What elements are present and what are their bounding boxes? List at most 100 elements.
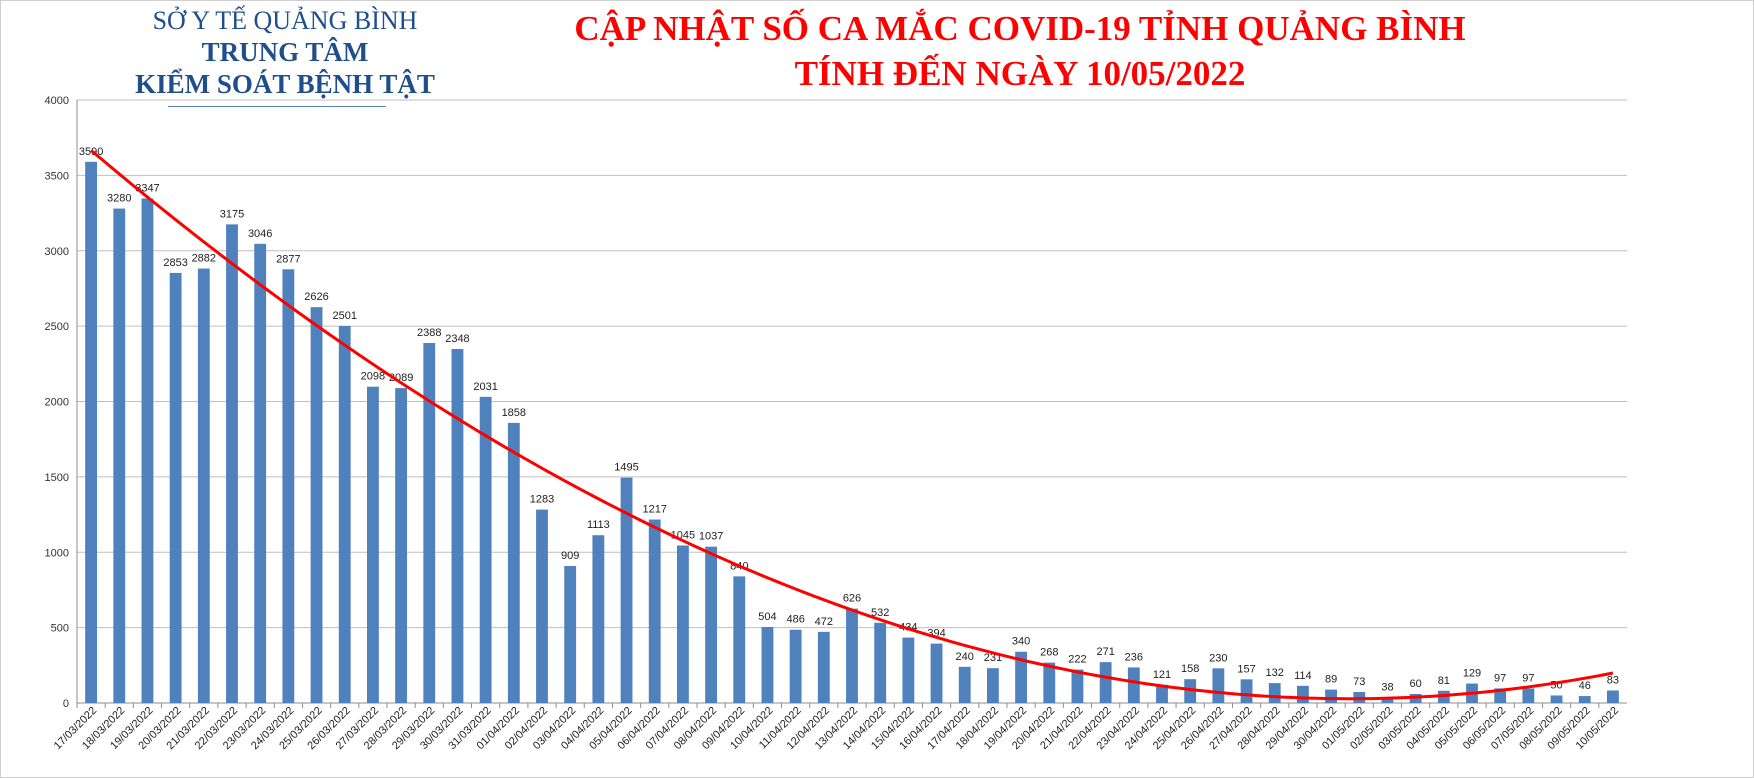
chart-title-line2: TÍNH ĐẾN NGÀY 10/05/2022	[794, 54, 1246, 93]
data-label: 472	[815, 616, 833, 628]
data-label: 1217	[642, 504, 666, 516]
bar	[930, 643, 943, 703]
data-label: 2031	[473, 381, 497, 393]
bar	[676, 545, 689, 703]
data-label: 1283	[530, 494, 554, 506]
bar	[226, 224, 238, 703]
y-tick-label: 3500	[45, 170, 69, 182]
bar	[479, 396, 492, 703]
bar	[874, 622, 887, 703]
data-label: 1113	[587, 519, 610, 531]
bar	[620, 477, 633, 703]
y-tick-label: 3000	[45, 246, 69, 258]
data-label: 3280	[107, 193, 131, 205]
data-label: 2098	[361, 371, 385, 383]
data-label: 97	[1522, 672, 1534, 684]
bar	[564, 565, 577, 703]
data-label: 504	[758, 611, 776, 623]
data-label: 157	[1237, 663, 1255, 675]
bar	[254, 243, 267, 704]
data-label: 60	[1410, 678, 1422, 690]
data-label: 97	[1494, 672, 1506, 684]
y-tick-label: 1000	[45, 547, 69, 559]
data-label: 46	[1579, 680, 1591, 692]
org-center: TRUNG TÂM	[201, 37, 369, 67]
bar	[197, 268, 210, 703]
bar	[1240, 679, 1253, 703]
data-label: 83	[1607, 674, 1619, 686]
data-label: 158	[1181, 663, 1199, 675]
bar	[1268, 683, 1281, 703]
bar	[1494, 688, 1507, 703]
bar	[282, 269, 295, 703]
y-tick-label: 0	[63, 698, 69, 710]
data-label: 114	[1294, 670, 1312, 682]
bar	[1156, 684, 1168, 703]
data-label: 121	[1153, 669, 1171, 681]
bar	[592, 535, 605, 703]
data-label: 3046	[248, 228, 272, 240]
data-label: 486	[786, 614, 804, 626]
bar	[958, 666, 971, 703]
bar	[113, 208, 126, 704]
data-label: 2853	[163, 257, 187, 269]
data-label: 240	[956, 651, 974, 663]
data-label: 3175	[220, 208, 244, 220]
org-underline	[168, 106, 386, 107]
bar	[986, 668, 999, 703]
bar	[902, 637, 915, 703]
bar	[423, 343, 436, 703]
bar	[1522, 688, 1535, 703]
bar	[1099, 662, 1112, 703]
data-label: 81	[1438, 675, 1450, 687]
data-label: 2882	[192, 253, 216, 265]
data-label: 1495	[614, 462, 638, 474]
bar	[1325, 689, 1338, 703]
data-label: 909	[561, 550, 579, 562]
data-label: 271	[1096, 646, 1114, 658]
bar	[648, 519, 661, 703]
org-department: SỞ Y TẾ QUẢNG BÌNH	[152, 6, 418, 35]
bar	[1015, 651, 1028, 703]
bar	[1184, 679, 1197, 703]
data-label: 532	[871, 607, 889, 619]
bar	[1127, 667, 1140, 703]
data-label: 2501	[332, 310, 356, 322]
data-label: 2348	[445, 333, 469, 345]
bar	[451, 349, 464, 703]
bar	[536, 509, 548, 703]
bar	[1381, 697, 1394, 703]
data-label: 2877	[276, 253, 300, 265]
data-label: 132	[1266, 667, 1284, 679]
data-label: 230	[1209, 652, 1227, 664]
y-tick-label: 2500	[45, 321, 69, 333]
data-label: 2626	[304, 291, 328, 303]
bar	[789, 629, 802, 703]
chart-title: CẬP NHẬT SỐ CA MẮC COVID-19 TỈNH QUẢNG B…	[470, 6, 1570, 96]
y-tick-label: 1500	[45, 472, 69, 484]
data-label: 129	[1463, 668, 1481, 680]
bar	[141, 198, 154, 703]
bar	[169, 272, 182, 703]
data-label: 73	[1353, 676, 1365, 688]
bar	[1606, 690, 1619, 703]
trend-line	[90, 149, 1614, 701]
chart-title-line1: CẬP NHẬT SỐ CA MẮC COVID-19 TỈNH QUẢNG B…	[574, 9, 1466, 48]
y-tick-label: 500	[51, 623, 69, 635]
bar	[395, 388, 408, 703]
data-label: 38	[1381, 681, 1393, 693]
bar	[1578, 696, 1591, 703]
bar	[733, 576, 746, 703]
bar	[705, 546, 718, 703]
bar	[310, 307, 323, 703]
bar	[507, 422, 520, 703]
bar	[338, 325, 351, 703]
bar	[1296, 685, 1309, 703]
bar	[366, 386, 379, 703]
organization-block: SỞ Y TẾ QUẢNG BÌNH TRUNG TÂM KIỂM SOÁT B…	[90, 6, 480, 100]
bar	[817, 631, 830, 703]
data-label: 222	[1068, 654, 1086, 666]
bar	[1043, 662, 1056, 703]
org-name: KIỂM SOÁT BỆNH TẬT	[135, 69, 435, 99]
